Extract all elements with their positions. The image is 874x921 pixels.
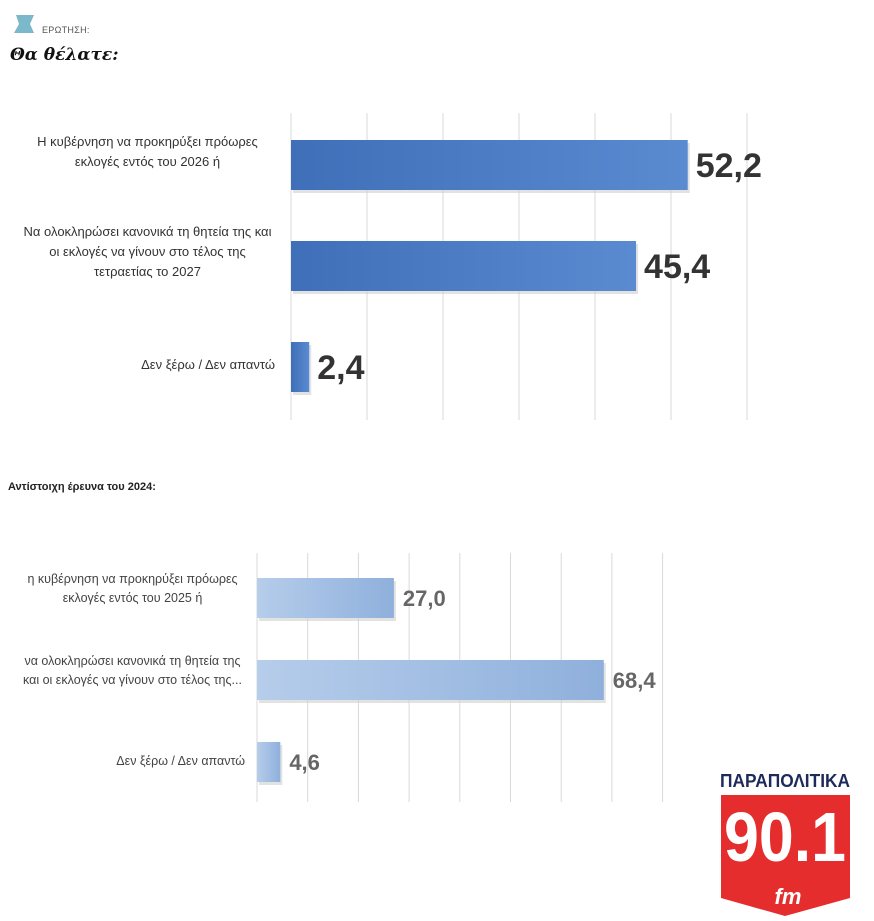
- question-text: Θα θέλατε:: [10, 45, 119, 65]
- comparison-title: Αντίστοιχη έρευνα του 2024:: [8, 481, 156, 493]
- bar: [291, 241, 637, 291]
- category-label: Δεν ξέρω / Δεν απαντώ: [116, 754, 245, 768]
- parapolitika-logo: ΠΑΡΑΠΟΛΙΤΙΚΑ 90.1 fm: [720, 771, 850, 916]
- question-marker-icon: [14, 15, 34, 33]
- data-label: 4,6: [289, 750, 320, 775]
- bar: [291, 140, 688, 190]
- category-label: Η κυβέρνηση να προκηρύξει πρόωρες εκλογέ…: [37, 134, 258, 169]
- data-label: 45,4: [644, 248, 710, 286]
- bar: [291, 342, 310, 392]
- question-label: ΕΡΩΤΗΣΗ:: [42, 25, 90, 35]
- svg-text:fm: fm: [775, 884, 802, 909]
- data-label: 2,4: [317, 349, 364, 387]
- svg-text:90.1: 90.1: [724, 798, 846, 876]
- data-label: 27,0: [403, 586, 446, 611]
- bar: [257, 742, 281, 782]
- category-label: Δεν ξέρω / Δεν απαντώ: [141, 357, 275, 372]
- bar: [257, 660, 604, 700]
- data-label: 52,2: [696, 147, 762, 185]
- category-label: να ολοκληρώσει κανονικά τη θητεία της κα…: [23, 654, 242, 687]
- data-label: 68,4: [613, 668, 657, 693]
- category-label: η κυβέρνηση να προκηρύξει πρόωρες εκλογέ…: [27, 572, 238, 605]
- bar: [257, 578, 394, 618]
- category-label: Να ολοκληρώσει κανονικά τη θητεία της κα…: [23, 224, 272, 279]
- svg-text:ΠΑΡΑΠΟΛΙΤΙΚΑ: ΠΑΡΑΠΟΛΙΤΙΚΑ: [720, 771, 850, 791]
